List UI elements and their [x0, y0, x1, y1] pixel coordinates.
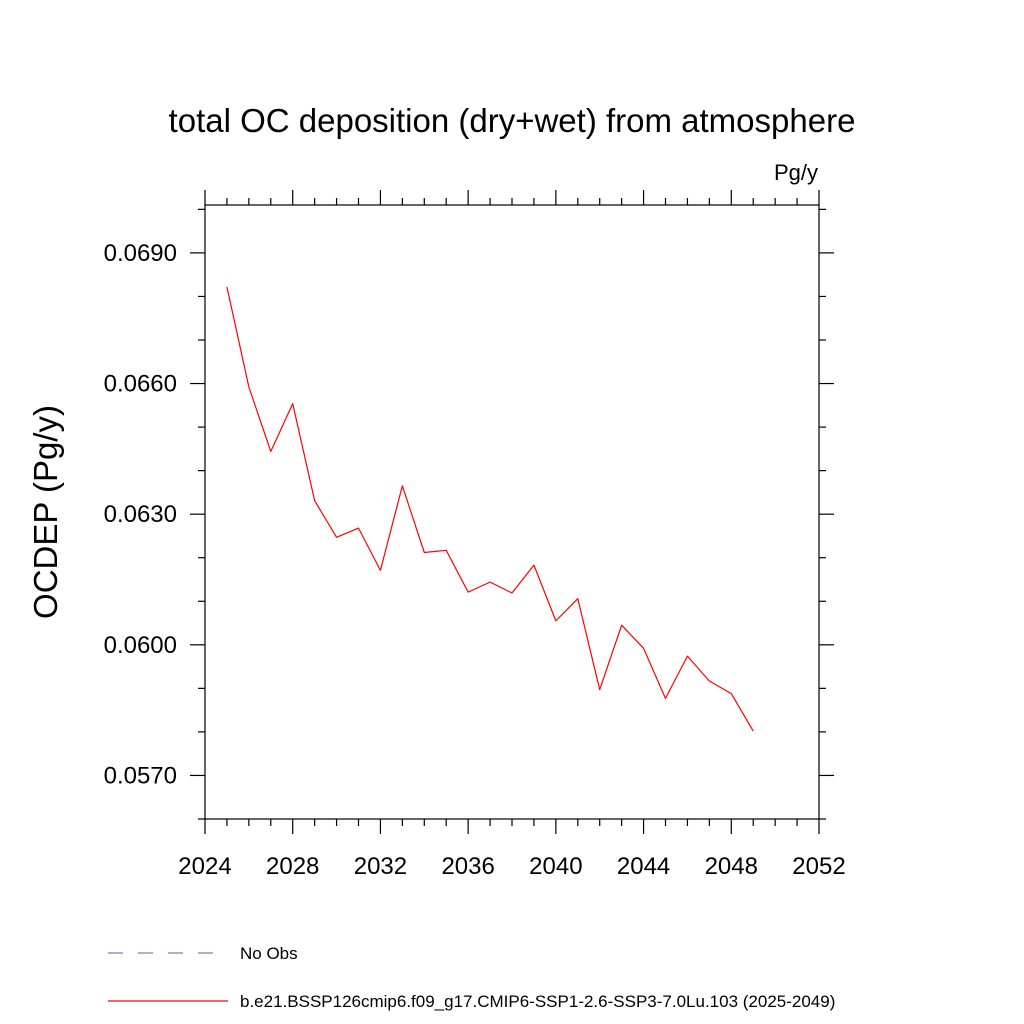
y-tick-label: 0.0660 — [104, 371, 177, 398]
y-tick-label: 0.0630 — [104, 501, 177, 528]
axis-ticks — [190, 190, 834, 834]
legend-label-no-obs: No Obs — [240, 944, 298, 963]
x-tick-label: 2052 — [792, 853, 845, 880]
x-tick-label: 2032 — [354, 853, 407, 880]
data-series — [226, 286, 754, 732]
x-tick-label: 2024 — [178, 853, 231, 880]
chart-title: total OC deposition (dry+wet) from atmos… — [169, 102, 856, 139]
y-tick-label: 0.0690 — [104, 240, 177, 267]
legend-label-series: b.e21.BSSP126cmip6.f09_g17.CMIP6-SSP1-2.… — [240, 992, 835, 1011]
x-tick-label: 2048 — [705, 853, 758, 880]
units-label: Pg/y — [774, 160, 818, 185]
x-tick-label: 2036 — [441, 853, 494, 880]
x-tick-label: 2040 — [529, 853, 582, 880]
axis-tick-labels: 0.0570 0.0600 0.0630 0.0660 0.0690 2024 2028 20… — [104, 240, 846, 880]
plot-frame — [204, 204, 820, 820]
x-tick-label: 2028 — [266, 853, 319, 880]
y-tick-label: 0.0570 — [104, 762, 177, 789]
x-tick-label: 2044 — [617, 853, 670, 880]
y-axis-label: OCDEP (Pg/y) — [27, 405, 64, 619]
legend: No Obs b.e21.BSSP126cmip6.f09_g17.CMIP6-… — [108, 944, 835, 1011]
y-tick-label: 0.0600 — [104, 632, 177, 659]
series-line-0 — [226, 286, 754, 732]
